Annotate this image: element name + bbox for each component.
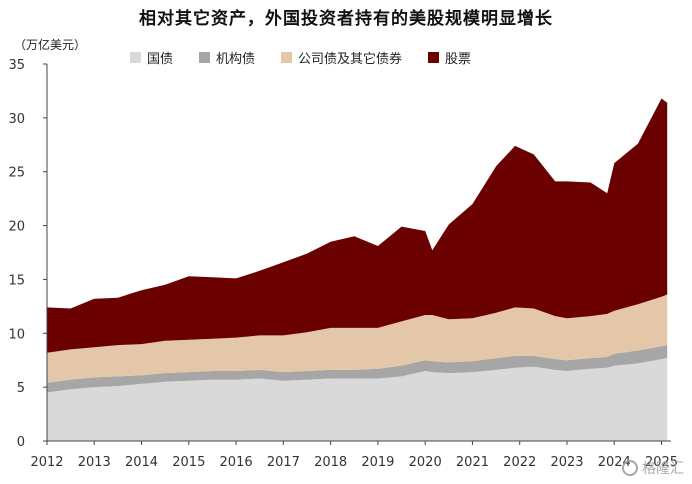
area-equity — [47, 98, 668, 353]
area-agency — [47, 345, 668, 393]
x-tick-label: 2023 — [550, 455, 583, 470]
watermark-logo-icon — [622, 460, 638, 476]
legend-item-agency: 机构债 — [199, 48, 255, 67]
x-tick-label: 2022 — [503, 455, 536, 470]
y-tick-label: 25 — [8, 166, 25, 181]
x-tick-label: 2013 — [78, 455, 111, 470]
legend-label-treasury: 国债 — [147, 52, 174, 67]
chart-title: 相对其它资产，外国投资者持有的美股规模明显增长 — [139, 9, 553, 29]
y-tick-label: 5 — [17, 381, 25, 396]
legend-swatch-equity — [428, 52, 440, 63]
x-tick-label: 2019 — [361, 455, 394, 470]
x-tick-label: 2018 — [314, 455, 347, 470]
legend-swatch-agency — [199, 52, 211, 63]
x-tick-label: 2017 — [267, 455, 300, 470]
area-treasury — [47, 358, 668, 441]
y-tick-label: 15 — [8, 273, 25, 288]
legend-item-corporate: 公司债及其它债券 — [281, 48, 402, 67]
x-tick-label: 2014 — [125, 455, 158, 470]
y-tick-label: 0 — [17, 435, 25, 450]
x-tick-label: 2016 — [220, 455, 253, 470]
area-corporate — [47, 294, 668, 383]
legend: 国债 机构债 公司债及其它债券 股票 — [130, 48, 471, 67]
x-tick-label: 2020 — [409, 455, 442, 470]
x-tick-label: 2021 — [456, 455, 489, 470]
legend-item-treasury: 国债 — [130, 48, 173, 67]
x-tick-label: 2025 — [645, 455, 678, 470]
watermark-text: 格隆汇 — [642, 461, 684, 477]
legend-swatch-corporate — [281, 52, 293, 63]
y-tick-label: 20 — [8, 220, 25, 235]
x-tick-label: 2012 — [30, 455, 63, 470]
legend-item-equity: 股票 — [428, 48, 471, 67]
y-tick-label: 10 — [8, 327, 25, 342]
legend-label-agency: 机构债 — [216, 52, 256, 67]
y-axis-unit-label: （万亿美元） — [14, 38, 87, 52]
legend-label-equity: 股票 — [445, 52, 472, 67]
y-tick-label: 30 — [8, 112, 25, 127]
y-tick-label: 35 — [8, 58, 25, 73]
legend-label-corporate: 公司债及其它债券 — [298, 52, 403, 67]
legend-swatch-treasury — [130, 52, 141, 63]
x-tick-label: 2015 — [172, 455, 205, 470]
area-series-group — [47, 98, 668, 441]
watermark: 格隆汇 — [622, 458, 684, 478]
